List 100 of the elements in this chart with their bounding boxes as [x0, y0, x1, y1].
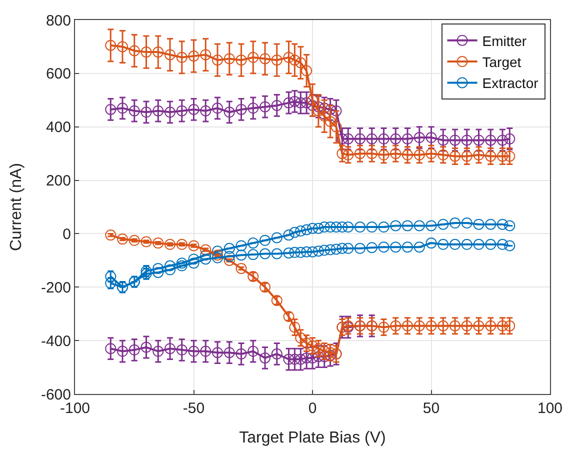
point — [164, 49, 176, 60]
point — [366, 148, 378, 160]
point — [164, 238, 176, 250]
point — [312, 343, 324, 354]
point — [336, 133, 348, 144]
point — [295, 57, 306, 68]
x-tick-label: 50 — [422, 400, 440, 417]
point — [497, 134, 508, 146]
point — [450, 150, 460, 162]
point — [336, 222, 348, 233]
y-axis-title: Current (nA) — [8, 162, 25, 252]
point — [248, 238, 259, 249]
point — [164, 260, 176, 272]
point — [236, 348, 247, 360]
point — [295, 97, 306, 108]
point — [354, 242, 366, 254]
x-tick-label: -50 — [182, 400, 205, 417]
point — [414, 220, 425, 232]
point — [354, 133, 366, 144]
x-tick-label: 100 — [537, 400, 563, 417]
point — [366, 242, 378, 254]
point — [176, 238, 188, 250]
point — [366, 222, 378, 233]
point — [473, 320, 484, 332]
point — [438, 320, 449, 332]
point — [324, 222, 336, 233]
point — [224, 347, 235, 358]
point — [188, 104, 200, 115]
y-tick-label: 0 — [62, 226, 71, 243]
point — [224, 254, 235, 266]
point — [354, 222, 366, 233]
point — [176, 344, 188, 356]
point — [224, 106, 235, 118]
point — [426, 220, 437, 232]
point — [485, 134, 496, 146]
point — [414, 132, 425, 144]
point — [212, 54, 223, 66]
point — [212, 347, 223, 358]
point — [260, 352, 270, 364]
x-axis-title: Target Plate Bias (V) — [239, 430, 386, 447]
point — [461, 320, 472, 332]
y-tick-label: -200 — [40, 279, 71, 296]
point — [212, 102, 223, 114]
point — [248, 249, 259, 260]
y-tick-label: 400 — [46, 119, 71, 136]
legend-label: Extractor — [482, 75, 539, 92]
point — [312, 101, 324, 112]
point — [426, 132, 437, 144]
point — [152, 262, 164, 274]
point — [414, 242, 425, 253]
point — [200, 346, 212, 357]
point — [164, 264, 176, 276]
point — [504, 133, 516, 144]
point — [497, 320, 508, 332]
point — [224, 242, 235, 254]
point — [318, 244, 330, 256]
point — [461, 150, 472, 162]
point — [140, 342, 152, 353]
point — [330, 222, 342, 233]
point — [342, 133, 354, 144]
point — [212, 246, 223, 257]
y-tick-label: 200 — [46, 172, 71, 190]
point — [390, 148, 402, 160]
point — [105, 40, 116, 51]
legend-label: Target — [482, 54, 522, 70]
point — [283, 97, 294, 108]
point — [248, 102, 259, 114]
point — [461, 218, 472, 229]
point — [200, 105, 212, 116]
point — [324, 116, 336, 128]
point — [402, 220, 413, 232]
point — [473, 149, 484, 160]
point — [336, 242, 348, 254]
point — [426, 148, 437, 160]
point — [224, 250, 235, 262]
point — [354, 148, 366, 160]
point — [260, 234, 270, 246]
point — [461, 134, 472, 146]
point — [117, 41, 128, 52]
point — [140, 236, 152, 248]
point — [236, 104, 247, 115]
point — [200, 254, 212, 265]
point — [324, 347, 336, 358]
point — [236, 240, 247, 252]
point — [438, 149, 449, 160]
point — [236, 250, 247, 261]
y-tick-label: 600 — [46, 66, 71, 83]
point — [188, 254, 200, 265]
point — [200, 49, 212, 60]
point — [336, 148, 348, 160]
point — [473, 238, 484, 250]
point — [283, 354, 294, 365]
point — [390, 242, 402, 253]
point — [260, 53, 270, 64]
point — [224, 53, 235, 64]
point — [318, 110, 330, 122]
point — [438, 134, 449, 146]
point — [473, 134, 484, 146]
point — [200, 244, 212, 256]
point — [176, 105, 188, 116]
